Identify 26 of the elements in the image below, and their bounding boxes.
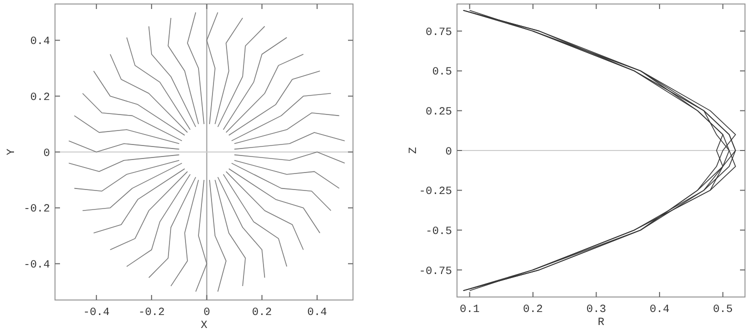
x-tick-label: 0.2	[252, 307, 272, 319]
y-tick-label: -0.75	[418, 266, 452, 278]
x-axis-title: R	[598, 317, 605, 329]
y-tick-label: 0.25	[426, 106, 452, 119]
x-tick-label: 0.4	[650, 304, 670, 316]
y-tick-label: 0.2	[30, 92, 50, 104]
x-tick-label: -0.2	[138, 307, 165, 319]
x-tick-label: -0.4	[83, 307, 110, 319]
x-tick-label: 0.5	[712, 304, 733, 316]
y-tick-label: -0.5	[426, 226, 452, 238]
y-tick-label: 0.75	[426, 26, 452, 39]
y-tick-label: 0	[445, 146, 452, 158]
x-tick-label: 0.1	[460, 304, 480, 316]
y-tick-label: -0.2	[24, 204, 50, 216]
y-tick-label: -0.25	[418, 186, 452, 198]
y-tick-label: -0.4	[24, 260, 50, 272]
x-tick-label: 0.2	[523, 304, 543, 316]
x-tick-label: 0.3	[586, 304, 606, 316]
y-axis-title: Z	[408, 146, 420, 154]
x-tick-label: 0	[203, 307, 210, 319]
y-tick-label: 0.4	[30, 36, 50, 48]
y-tick-label: 0.5	[432, 66, 452, 79]
x-tick-label: 0.4	[307, 307, 328, 319]
y-axis-title: Y	[6, 148, 18, 156]
y-tick-label: 0	[43, 148, 50, 160]
x-axis-title: X	[200, 320, 208, 332]
